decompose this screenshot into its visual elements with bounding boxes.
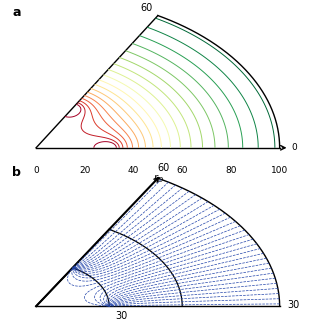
Text: b: b bbox=[12, 166, 21, 180]
Text: 60: 60 bbox=[141, 3, 153, 12]
Text: a: a bbox=[12, 6, 21, 20]
Text: 30: 30 bbox=[287, 300, 299, 310]
Text: 0: 0 bbox=[292, 143, 298, 152]
Text: 60: 60 bbox=[158, 163, 170, 173]
Text: 30: 30 bbox=[115, 311, 127, 320]
X-axis label: $r_D$: $r_D$ bbox=[153, 172, 164, 185]
